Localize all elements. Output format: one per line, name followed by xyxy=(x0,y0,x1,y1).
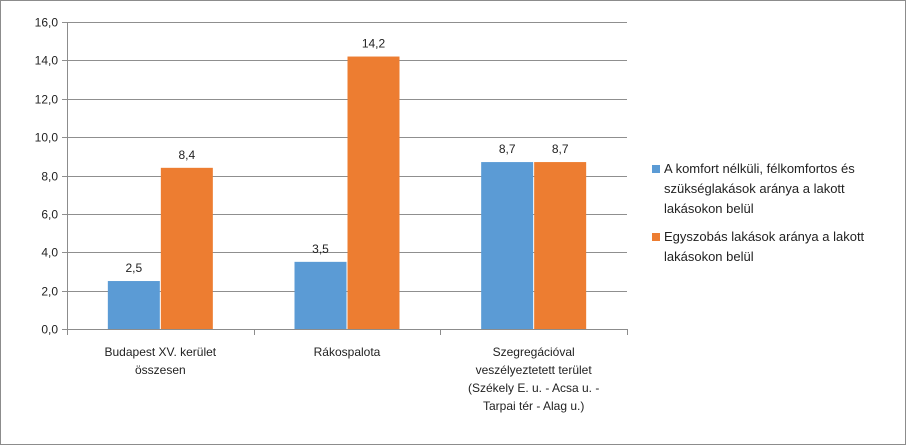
y-tick-label: 10,0 xyxy=(35,131,59,145)
x-tick-label: Szegregációval xyxy=(493,345,575,359)
bar xyxy=(481,162,534,329)
bar xyxy=(347,56,400,329)
y-tick-label: 0,0 xyxy=(41,323,58,337)
y-tick-label: 14,0 xyxy=(35,54,59,68)
bar xyxy=(107,281,160,329)
legend-label: lakásokon belül xyxy=(664,249,754,264)
legend: A komfort nélküli, félkomfortos és szüksé… xyxy=(652,159,902,275)
data-label: 3,5 xyxy=(312,242,329,256)
legend-swatch xyxy=(652,165,660,173)
legend-item: A komfort nélküli, félkomfortos és szüksé… xyxy=(652,159,902,219)
bar xyxy=(534,162,587,329)
bar xyxy=(160,167,213,329)
data-label: 14,2 xyxy=(362,37,386,51)
data-label: 8,4 xyxy=(178,148,195,162)
y-tick-label: 4,0 xyxy=(41,246,58,260)
x-tick-label: Tarpai tér - Alag u.) xyxy=(483,399,584,413)
x-tick-label: Rákospalota xyxy=(314,345,381,359)
data-label: 8,7 xyxy=(499,142,516,156)
y-tick-label: 16,0 xyxy=(35,16,59,30)
y-tick-label: 6,0 xyxy=(41,208,58,222)
x-tick-label: veszélyeztetett terület xyxy=(476,363,593,377)
legend-label: A komfort nélküli, félkomfortos és xyxy=(664,161,855,176)
legend-label: Egyszobás lakások aránya a lakott xyxy=(664,229,865,244)
legend-label: szükséglakások aránya a lakott xyxy=(664,181,845,196)
legend-label: lakásokon belül xyxy=(664,201,754,216)
x-tick-label: Budapest XV. kerület xyxy=(105,345,217,359)
y-tick-label: 8,0 xyxy=(41,170,58,184)
data-label: 2,5 xyxy=(125,261,142,275)
y-tick-label: 12,0 xyxy=(35,93,59,107)
x-tick-label: (Székely E. u. - Acsa u. - xyxy=(468,381,599,395)
x-tick-label: összesen xyxy=(135,363,186,377)
legend-swatch xyxy=(652,233,660,241)
data-label: 8,7 xyxy=(552,142,569,156)
bar xyxy=(294,261,347,329)
y-tick-label: 2,0 xyxy=(41,285,58,299)
legend-item: Egyszobás lakások aránya a lakott lakások… xyxy=(652,227,902,267)
